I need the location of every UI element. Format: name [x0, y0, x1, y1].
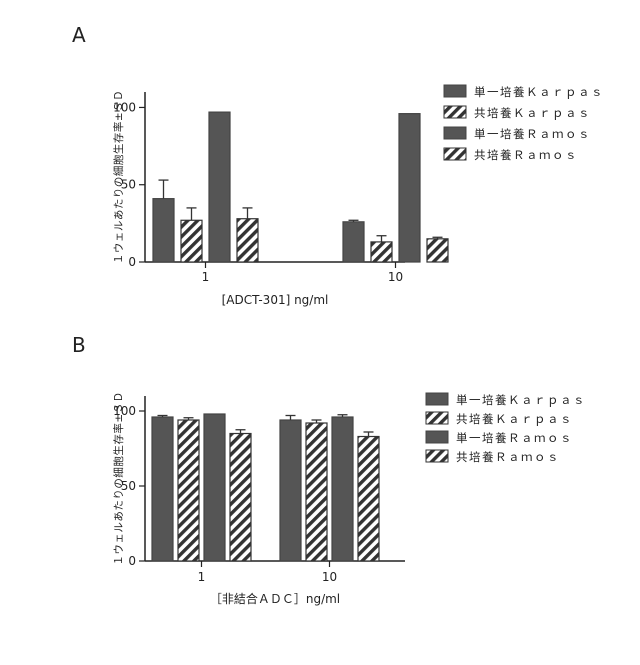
legend-label: 単一培養Ｋａｒｐａｓ: [474, 85, 604, 99]
bar: [306, 423, 327, 561]
legend-label: 共培養Ｋａｒｐａｓ: [474, 106, 591, 120]
chart-panel-a: A050100１ウェルあたりの細胞生存率±ＳＤ110[ADCT-301] ng/…: [72, 23, 604, 307]
bar: [427, 239, 448, 262]
x-axis-title: [ADCT-301] ng/ml: [222, 293, 329, 307]
bar: [371, 242, 392, 262]
x-tick-label: 1: [198, 570, 206, 584]
x-tick-label: 10: [388, 270, 403, 284]
bar: [332, 417, 353, 561]
y-tick-label: 0: [128, 255, 136, 269]
bar: [237, 219, 258, 262]
x-axis-title: ［非結合ＡＤＣ］ng/ml: [210, 591, 340, 606]
legend-swatch: [426, 393, 448, 405]
y-axis-title: １ウェルあたりの細胞生存率±ＳＤ: [112, 391, 125, 565]
legend-swatch: [444, 148, 466, 160]
x-tick-label: 1: [202, 270, 210, 284]
legend-swatch: [444, 127, 466, 139]
legend-label: 共培養Ｒａｍｏｓ: [474, 148, 578, 162]
bar: [152, 417, 173, 561]
legend-label: 単一培養Ｒａｍｏｓ: [456, 431, 573, 445]
panel-label: B: [72, 333, 86, 357]
legend-label: 単一培養Ｒａｍｏｓ: [474, 127, 591, 141]
x-tick-label: 10: [322, 570, 337, 584]
bar: [181, 220, 202, 262]
chart-panel-b: B050100１ウェルあたりの細胞生存率±ＳＤ110［非結合ＡＤＣ］ng/ml単…: [72, 333, 586, 606]
bar: [230, 434, 251, 562]
legend-swatch: [444, 85, 466, 97]
legend-swatch: [426, 431, 448, 443]
legend-label: 共培養Ｒａｍｏｓ: [456, 450, 560, 464]
legend-swatch: [426, 412, 448, 424]
y-tick-label: 0: [128, 554, 136, 568]
y-axis-title: １ウェルあたりの細胞生存率±ＳＤ: [112, 90, 125, 264]
bar: [358, 437, 379, 562]
bar: [280, 420, 301, 561]
bar: [153, 199, 174, 262]
panel-label: A: [72, 23, 86, 47]
bar: [343, 222, 364, 262]
bar: [399, 114, 420, 262]
bar: [209, 112, 230, 262]
legend-label: 単一培養Ｋａｒｐａｓ: [456, 393, 586, 407]
bar: [178, 420, 199, 561]
legend-label: 共培養Ｋａｒｐａｓ: [456, 412, 573, 426]
legend-swatch: [426, 450, 448, 462]
legend-swatch: [444, 106, 466, 118]
bar: [204, 414, 225, 561]
